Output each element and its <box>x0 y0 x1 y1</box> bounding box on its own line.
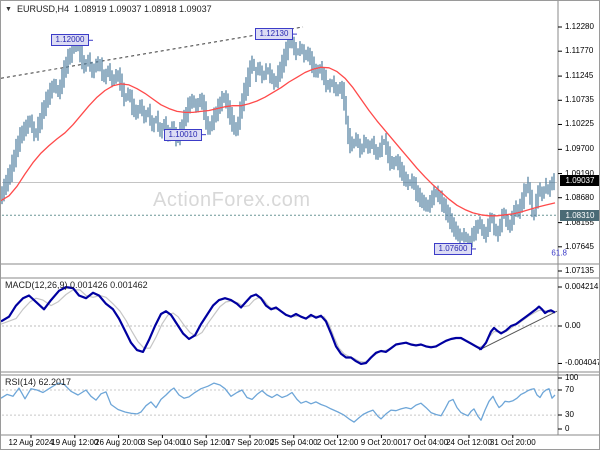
symbol-label: EURUSD,H4 <box>16 4 69 14</box>
time-label-3: 3 Sep 04:00 <box>140 438 184 447</box>
price-bars-series <box>1 32 555 251</box>
rsi-panel-title: RSI(14) 62.2017 <box>5 377 71 387</box>
macd-tick--0.004047: -0.004047 <box>565 358 600 368</box>
price-tick-1.09190: 1.09190 <box>565 168 594 178</box>
symbol-header: ▼ EURUSD,H4 1.08919 1.09037 1.08918 1.09… <box>5 4 212 14</box>
current-price-box: 1.09037 <box>560 175 599 187</box>
level-price-box: 1.08310 <box>560 209 599 221</box>
rsi-tick-30: 30 <box>565 410 574 419</box>
macd-trendline <box>478 310 558 351</box>
rsi-tick-70: 70 <box>565 385 574 394</box>
time-label-5: 17 Sep 20:00 <box>226 438 274 447</box>
rsi-value: 62.2017 <box>38 377 72 387</box>
rsi-tick-100: 100 <box>565 373 579 382</box>
red-ma-line <box>1 66 556 217</box>
rsi-title: RSI(14) <box>5 377 37 387</box>
price-tick-1.07645: 1.07645 <box>565 241 594 251</box>
price-tick-1.10735: 1.10735 <box>565 95 594 105</box>
watermark-text: ActionForex.com <box>153 189 311 211</box>
time-label-8: 9 Oct 20:00 <box>360 438 403 447</box>
price-tick-1.08155: 1.08155 <box>565 217 594 227</box>
swing-label-1.07600: 1.07600 <box>434 242 472 255</box>
price-tick-1.10225: 1.10225 <box>565 119 594 129</box>
price-tick-1.08680: 1.08680 <box>565 192 594 202</box>
macd-main-line <box>1 286 556 365</box>
time-label-2: 26 Aug 20:00 <box>95 438 143 447</box>
time-label-7: 2 Oct 12:00 <box>316 438 359 447</box>
time-label-0: 12 Aug 2024 <box>8 438 54 447</box>
ohlc-values: 1.08919 1.09037 1.08918 1.09037 <box>73 4 212 14</box>
time-label-4: 10 Sep 12:00 <box>182 438 230 447</box>
swing-label-1.10010: 1.10010 <box>164 128 202 141</box>
price-tick-1.11770: 1.11770 <box>565 46 594 56</box>
macd-panel-title: MACD(12,26,9) 0.001426 0.001462 <box>5 280 148 290</box>
macd-title: MACD(12,26,9) <box>5 280 68 290</box>
time-label-11: 31 Oct 20:00 <box>489 438 536 447</box>
fib-618-label: 61.8 <box>551 248 567 258</box>
swing-label-1.12000: 1.12000 <box>51 34 89 47</box>
macd-tick-0.00: 0.00 <box>565 321 581 330</box>
price-tick-1.11245: 1.11245 <box>565 71 594 81</box>
symbol-dropdown-icon[interactable]: ▼ <box>5 5 12 13</box>
price-tick-1.09700: 1.09700 <box>565 144 594 154</box>
macd-values: 0.001426 0.001462 <box>70 280 148 290</box>
rsi-tick-0: 0 <box>565 424 570 433</box>
rsi-line <box>1 382 556 423</box>
time-label-10: 24 Oct 12:00 <box>446 438 492 447</box>
swing-label-1.12130: 1.12130 <box>255 28 293 41</box>
price-tick-1.07135: 1.07135 <box>565 266 594 275</box>
time-label-9: 17 Oct 04:00 <box>402 438 449 447</box>
time-label-6: 25 Sep 04:00 <box>269 438 318 447</box>
time-label-1: 19 Aug 12:00 <box>51 438 99 447</box>
price-tick-1.12280: 1.12280 <box>565 22 594 31</box>
macd-tick-0.004214: 0.004214 <box>565 282 599 291</box>
